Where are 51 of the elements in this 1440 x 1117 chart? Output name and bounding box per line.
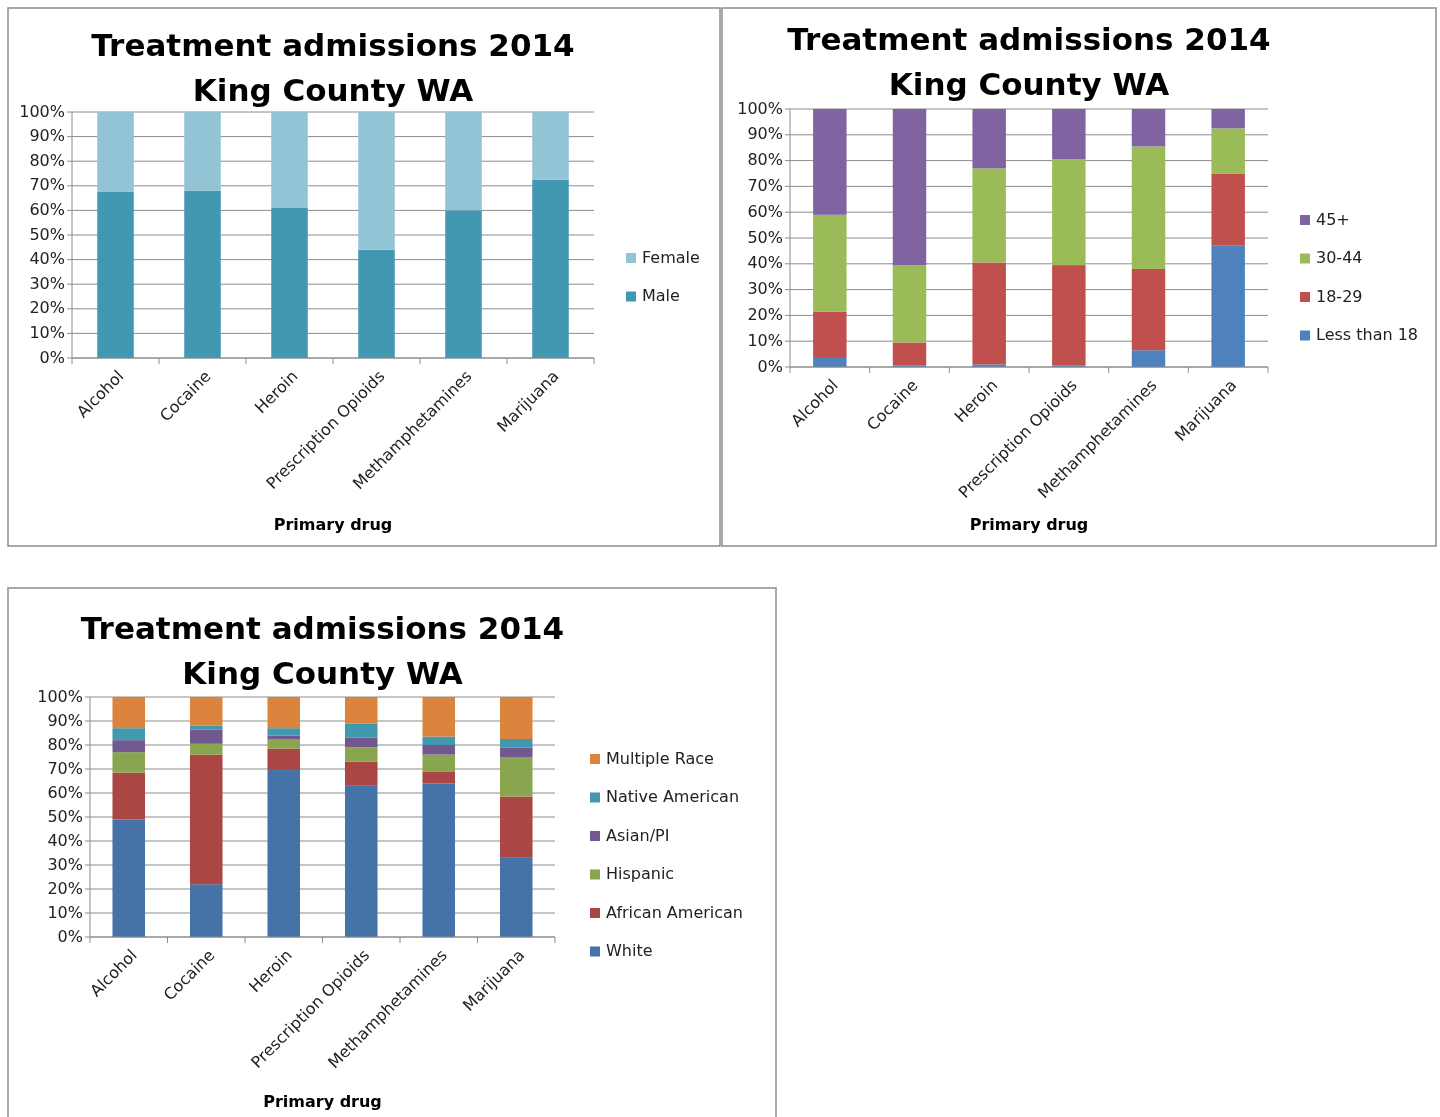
legend-label: African American [606, 902, 743, 922]
y-tick-label: 70% [747, 175, 783, 195]
legend-label: Less than 18 [1316, 325, 1419, 344]
y-tick-label: 50% [29, 224, 65, 244]
y-tick-label: 90% [47, 710, 83, 730]
y-tick-label: 40% [747, 253, 783, 273]
y-tick-label: 0% [39, 347, 65, 367]
x-axis-title: Primary drug [263, 1092, 382, 1111]
legend-label: Asian/PI [606, 825, 670, 845]
y-tick-label: 70% [29, 175, 65, 195]
legend-label: 45+ [1316, 209, 1350, 229]
legend-label: White [606, 941, 653, 960]
y-tick-label: 20% [747, 304, 783, 324]
x-axis-title: Primary drug [273, 515, 393, 534]
y-tick-label: 0% [757, 356, 783, 376]
y-tick-label: 100% [737, 98, 783, 118]
y-tick-label: 100% [37, 686, 83, 706]
y-tick-label: 60% [747, 201, 783, 221]
legend-label: 18-29 [1316, 286, 1363, 306]
legend-label: 30-44 [1316, 248, 1363, 267]
y-tick-label: 10% [47, 902, 83, 922]
chart-title: Treatment admissions 2014 King County WA [787, 20, 1271, 102]
y-tick-label: 90% [747, 124, 783, 144]
y-tick-label: 30% [47, 854, 83, 874]
y-tick-label: 70% [47, 758, 83, 778]
legend-label: Male [642, 286, 680, 305]
y-tick-label: 80% [47, 734, 83, 754]
y-tick-label: 40% [29, 249, 65, 269]
y-tick-label: 10% [747, 330, 783, 350]
y-tick-label: 40% [47, 830, 83, 850]
y-tick-label: 20% [47, 878, 83, 898]
y-tick-label: 30% [29, 273, 65, 293]
y-tick-label: 60% [47, 782, 83, 802]
y-tick-label: 80% [29, 150, 65, 170]
y-tick-label: 100% [19, 101, 65, 121]
y-tick-label: 60% [29, 199, 65, 219]
y-tick-label: 10% [29, 322, 65, 342]
y-tick-label: 30% [747, 279, 783, 299]
legend-label: Native American [606, 787, 740, 806]
legend-label: Hispanic [606, 864, 675, 883]
y-tick-label: 20% [29, 298, 65, 318]
y-tick-label: 80% [747, 150, 783, 170]
y-tick-label: 50% [47, 806, 83, 826]
legend-label: Multiple Race [606, 748, 714, 768]
chart-title: Treatment admissions 2014 King County WA [91, 26, 575, 108]
x-axis-title: Primary drug [969, 515, 1089, 534]
y-tick-label: 90% [29, 126, 65, 146]
y-tick-label: 0% [57, 926, 83, 946]
legend-label: Female [642, 247, 700, 267]
chart-title: Treatment admissions 2014 King County WA [80, 609, 565, 691]
y-tick-label: 50% [747, 227, 783, 247]
